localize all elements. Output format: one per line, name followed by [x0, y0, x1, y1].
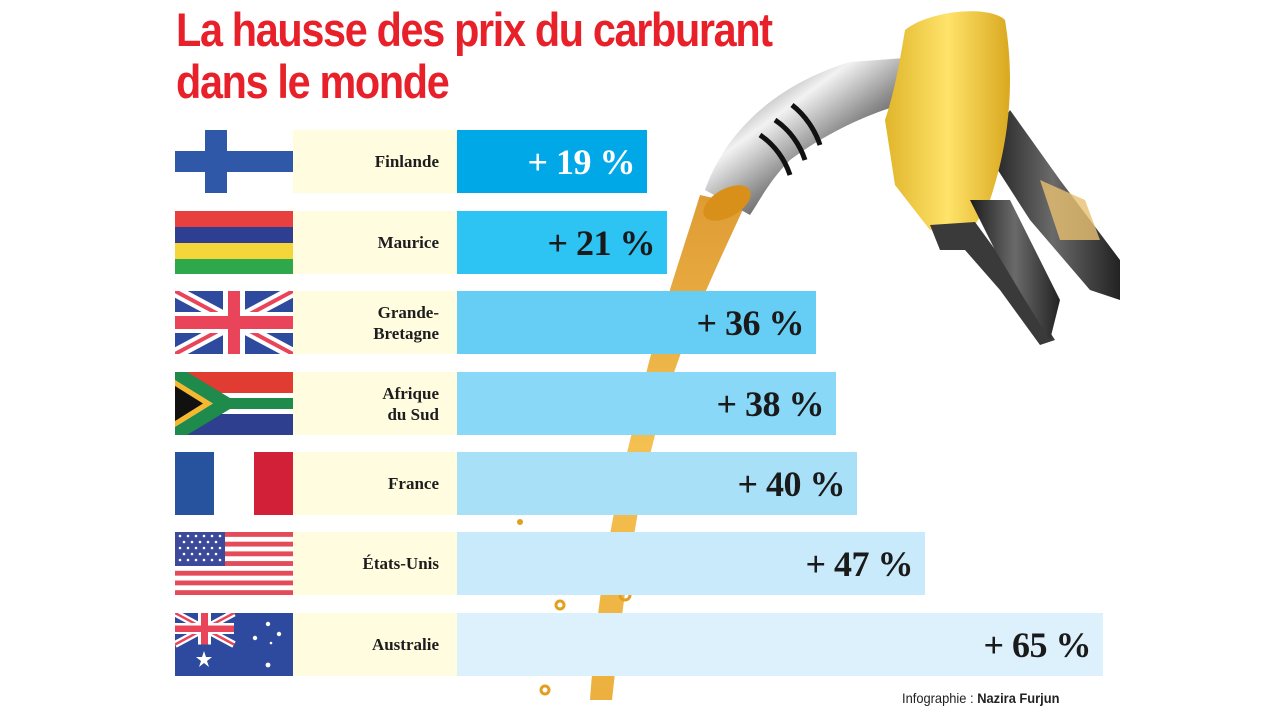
- value-label: + 38 %: [716, 383, 824, 424]
- country-label-box: Afrique du Sud: [293, 372, 457, 435]
- country-label-box: France: [293, 452, 457, 515]
- value-label: + 65 %: [983, 624, 1091, 665]
- country-label-box: Grande- Bretagne: [293, 291, 457, 354]
- country-label: États-Unis: [362, 554, 439, 573]
- france-flag-icon: [175, 452, 293, 515]
- credit-author: Nazira Furjun: [977, 690, 1060, 706]
- value-label: + 40 %: [737, 463, 845, 504]
- value-bar: + 40 %: [457, 452, 857, 515]
- australia-flag-icon: [175, 613, 293, 676]
- credit-prefix: Infographie :: [902, 690, 978, 706]
- country-label: Grande- Bretagne: [373, 302, 439, 344]
- country-label: Finlande: [374, 152, 439, 171]
- value-label: + 47 %: [805, 543, 913, 584]
- country-label: Afrique du Sud: [382, 383, 439, 425]
- mauritius-flag-icon: [175, 211, 293, 274]
- title-line-2: dans le monde: [176, 55, 450, 108]
- country-label: France: [388, 474, 439, 493]
- country-label: Maurice: [377, 233, 439, 252]
- chart-title: La hausse des prix du carburant dans le …: [176, 3, 773, 108]
- usa-flag-icon: [175, 532, 293, 595]
- value-bar: + 21 %: [457, 211, 667, 274]
- value-bar: + 65 %: [457, 613, 1103, 676]
- country-label-line-2: du Sud: [387, 404, 439, 424]
- country-label-box: Finlande: [293, 130, 457, 193]
- country-label-line-1: Grande-: [377, 302, 439, 322]
- country-label-line-1: Afrique: [382, 383, 439, 403]
- value-label: + 36 %: [696, 302, 804, 343]
- value-bar: + 19 %: [457, 130, 647, 193]
- country-label: Australie: [371, 635, 439, 654]
- value-label: + 19 %: [527, 141, 635, 182]
- country-label-box: États-Unis: [293, 532, 457, 595]
- infographic-credit: Infographie : Nazira Furjun: [902, 690, 1060, 706]
- finland-flag-icon: [175, 130, 293, 193]
- value-bar: + 38 %: [457, 372, 836, 435]
- country-label-box: Maurice: [293, 211, 457, 274]
- country-label-box: Australie: [293, 613, 457, 676]
- title-line-1: La hausse des prix du carburant: [176, 3, 773, 56]
- uk-flag-icon: [175, 291, 293, 354]
- value-bar: + 36 %: [457, 291, 816, 354]
- south-africa-flag-icon: [175, 372, 293, 435]
- country-label-line-2: Bretagne: [373, 323, 439, 343]
- value-bar: + 47 %: [457, 532, 925, 595]
- value-label: + 21 %: [547, 222, 655, 263]
